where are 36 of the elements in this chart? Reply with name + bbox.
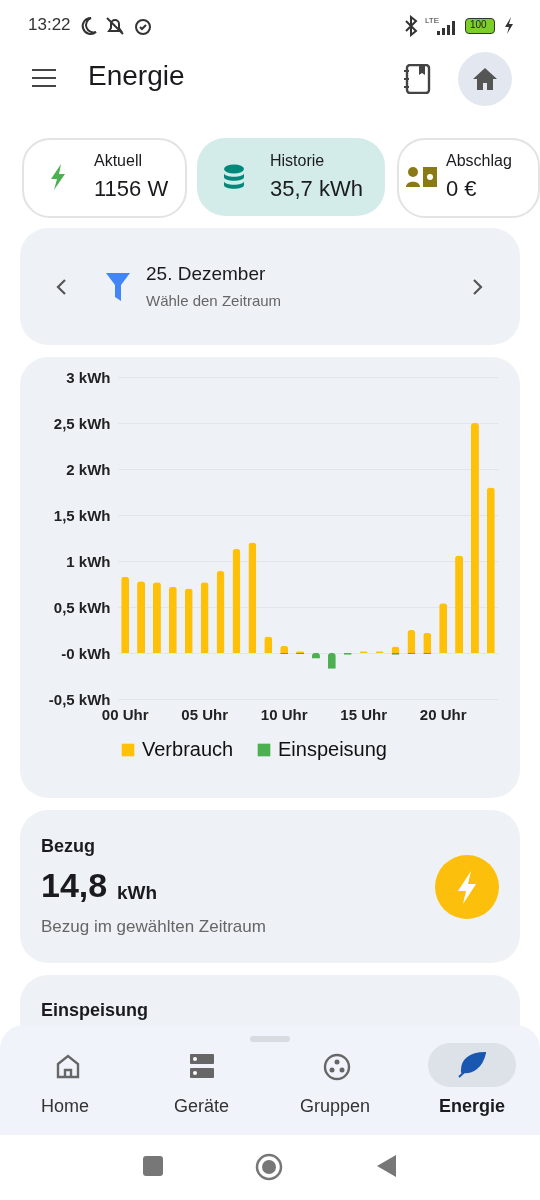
y-tick-label: -0,5 kWh — [48, 690, 111, 708]
y-tick-label: 0,5 kWh — [53, 598, 111, 616]
text: 25. Dezember — [146, 263, 266, 285]
text: 100 — [470, 19, 487, 30]
text: Aktuell — [94, 152, 143, 170]
text: Abschlag — [446, 152, 512, 170]
text: Energie — [439, 1096, 506, 1117]
x-tick-label: 15 Uhr — [340, 705, 388, 723]
y-tick-label: 2,5 kWh — [53, 414, 111, 432]
text: Home — [41, 1096, 90, 1117]
text: Gruppen — [300, 1096, 371, 1117]
y-tick-label: 2 kWh — [66, 460, 111, 478]
y-tick-label: 1 kWh — [66, 552, 111, 570]
text: Einspeisung — [41, 1000, 149, 1021]
x-tick-label: 05 Uhr — [181, 705, 229, 723]
y-tick-label: -0 kWh — [61, 644, 111, 662]
chart-title: Energie — [88, 60, 185, 92]
text: 13:22 — [28, 15, 71, 35]
y-tick-label: 1,5 kWh — [53, 506, 111, 524]
text: Bezug — [41, 836, 95, 857]
text: LTE — [425, 16, 440, 25]
text: 14,8 — [41, 866, 108, 905]
text: Wähle den Zeitraum — [146, 292, 282, 309]
legend-label: Verbrauch — [142, 738, 234, 760]
text: Geräte — [174, 1096, 230, 1117]
text: Bezug im gewählten Zeitraum — [41, 917, 266, 937]
x-tick-label: 10 Uhr — [260, 705, 308, 723]
text: 1156 W — [94, 176, 169, 202]
text: Historie — [270, 152, 325, 170]
text: kWh — [117, 882, 158, 904]
y-tick-label: 3 kWh — [66, 368, 111, 386]
text: 35,7 kWh — [270, 176, 363, 202]
x-tick-label: 00 Uhr — [101, 705, 149, 723]
x-tick-label: 20 Uhr — [419, 705, 467, 723]
text: 0 € — [446, 176, 477, 202]
legend-label: Einspeisung — [278, 738, 387, 760]
